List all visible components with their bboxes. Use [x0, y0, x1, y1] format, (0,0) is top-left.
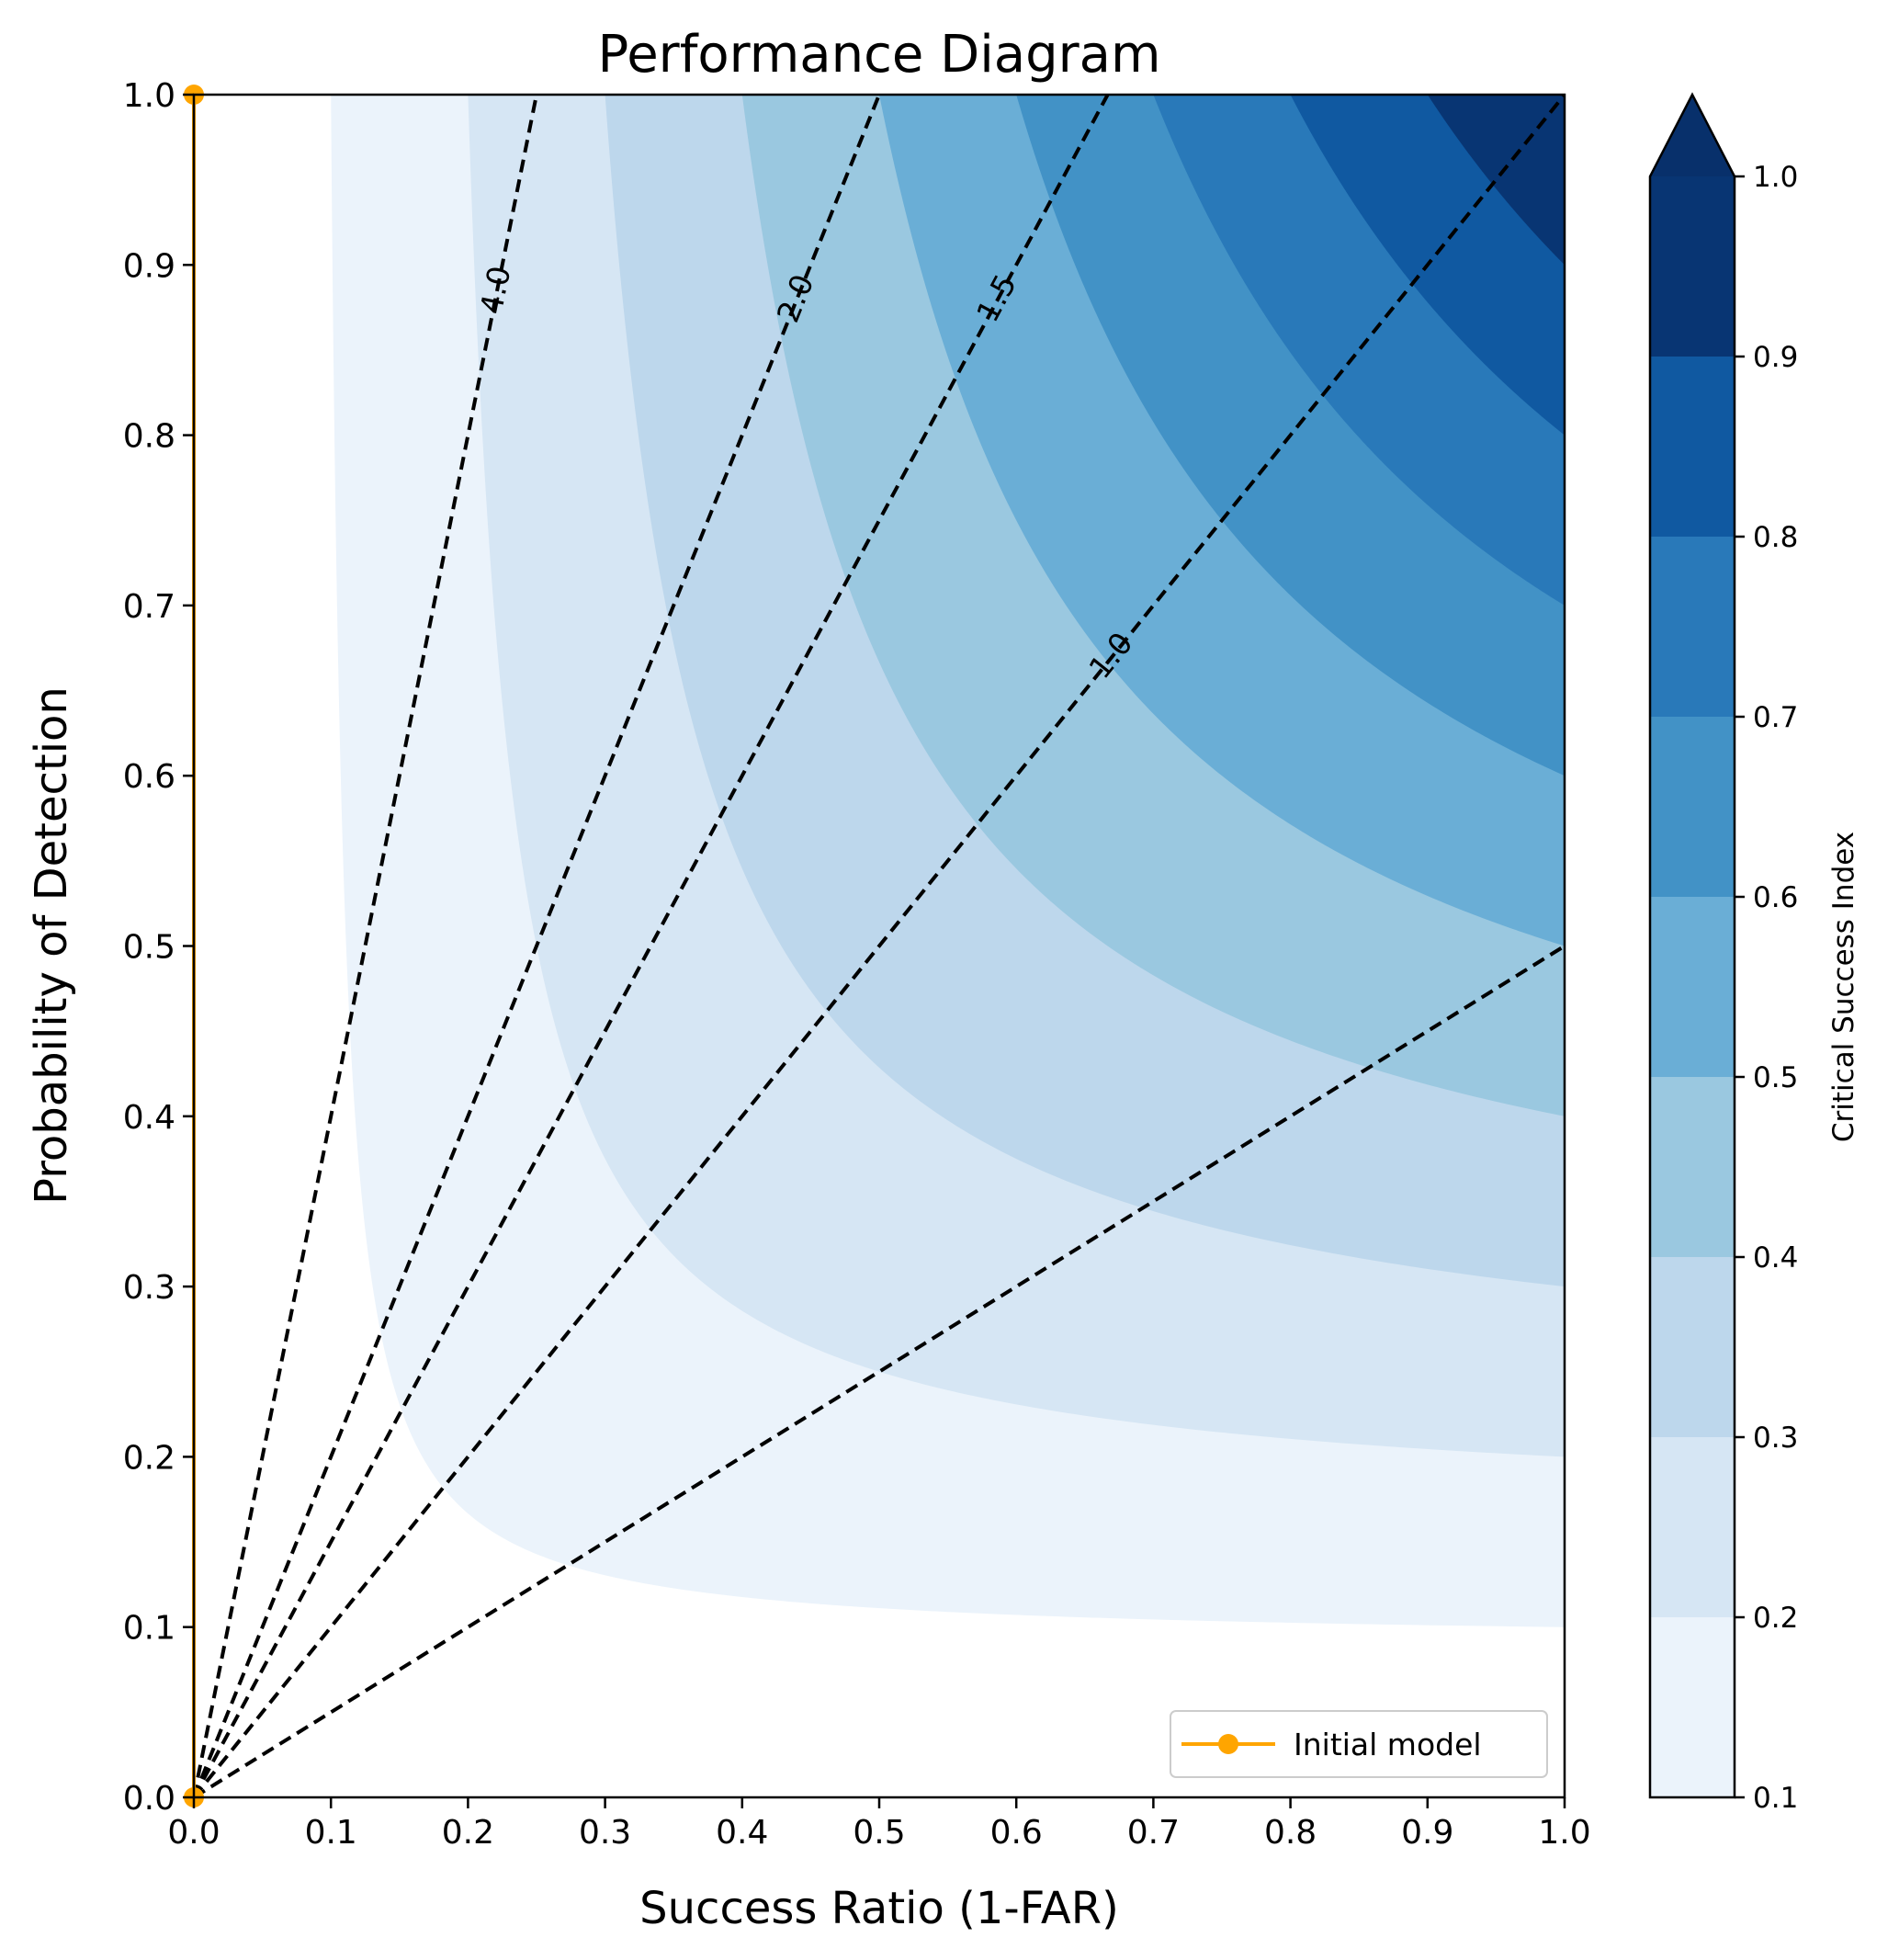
y-axis-ticks: 0.0 0.1 0.2 0.3 0.4 0.5 0.6 0.7 0.8 0.9 1.0	[123, 77, 194, 1818]
colorbar-segment	[1650, 1617, 1735, 1797]
x-tick-label: 0.9	[1401, 1814, 1453, 1852]
colorbar-title: Critical Success Index	[1827, 832, 1860, 1142]
colorbar-tick-label: 0.7	[1753, 701, 1798, 734]
colorbar-segment	[1650, 1437, 1735, 1617]
chart-title: Performance Diagram	[597, 25, 1160, 85]
y-tick-label: 0.1	[123, 1610, 175, 1648]
colorbar-tick-label: 0.1	[1753, 1782, 1798, 1815]
y-tick-label: 0.0	[123, 1780, 175, 1818]
y-tick-label: 0.2	[123, 1439, 175, 1477]
x-tick-label: 0.8	[1264, 1814, 1317, 1852]
colorbar-segment	[1650, 1257, 1735, 1437]
y-tick-label: 1.0	[123, 77, 175, 115]
y-tick-label: 0.5	[123, 929, 175, 967]
legend-box	[1170, 1710, 1548, 1778]
colorbar-tick-label: 0.6	[1753, 881, 1798, 914]
x-tick-label: 0.6	[990, 1814, 1043, 1852]
colorbar-frame	[1648, 92, 1736, 1799]
colorbar: 0.1 0.2 0.3 0.4 0.5 0.6 0.7 0.8 0.9 1.0	[1648, 92, 1798, 1815]
colorbar-segment	[1650, 176, 1735, 357]
colorbar-tick-label: 1.0	[1753, 161, 1798, 194]
colorbar-segment	[1650, 537, 1735, 717]
x-tick-label: 0.2	[442, 1814, 494, 1852]
y-axis-title: Probability of Detection	[26, 686, 77, 1205]
colorbar-tick-label: 0.3	[1753, 1422, 1798, 1455]
legend-label-initial-model: Initial model	[1294, 1727, 1482, 1762]
colorbar-tick-label: 0.5	[1753, 1061, 1798, 1094]
y-tick-label: 0.3	[123, 1269, 175, 1307]
colorbar-segment	[1650, 717, 1735, 897]
x-tick-label: 0.4	[716, 1814, 768, 1852]
y-tick-label: 0.9	[123, 247, 175, 285]
x-tick-label: 0.0	[167, 1814, 220, 1852]
x-tick-label: 1.0	[1538, 1814, 1590, 1852]
legend: Initial model	[1170, 1710, 1548, 1778]
y-tick-label: 0.6	[123, 758, 175, 796]
colorbar-segment	[1650, 357, 1735, 537]
x-axis-title: Success Ratio (1-FAR)	[639, 1883, 1119, 1934]
bias-line	[194, 95, 881, 1797]
bias-line	[194, 944, 1565, 1797]
x-tick-label: 0.1	[305, 1814, 357, 1852]
bias-line	[194, 95, 538, 1797]
legend-marker-swatch	[1218, 1734, 1238, 1754]
colorbar-tick-label: 0.2	[1753, 1602, 1798, 1635]
bias-lines-layer	[194, 95, 1565, 1797]
x-axis-ticks: 0.0 0.1 0.2 0.3 0.4 0.5 0.6 0.7 0.8 0.9 1.0	[167, 1797, 1591, 1852]
colorbar-tick-label: 0.8	[1753, 521, 1798, 554]
x-tick-label: 0.7	[1127, 1814, 1180, 1852]
x-tick-label: 0.3	[579, 1814, 631, 1852]
y-tick-label: 0.8	[123, 418, 175, 456]
colorbar-extend-arrow	[1650, 95, 1735, 176]
colorbar-segment	[1650, 897, 1735, 1077]
x-tick-label: 0.5	[853, 1814, 905, 1852]
y-tick-label: 0.4	[123, 1099, 175, 1137]
bias-line	[194, 95, 1565, 1797]
colorbar-tick-label: 0.9	[1753, 341, 1798, 374]
colorbar-tick-label: 0.4	[1753, 1241, 1798, 1275]
colorbar-segment	[1650, 1077, 1735, 1257]
y-tick-label: 0.7	[123, 588, 175, 626]
